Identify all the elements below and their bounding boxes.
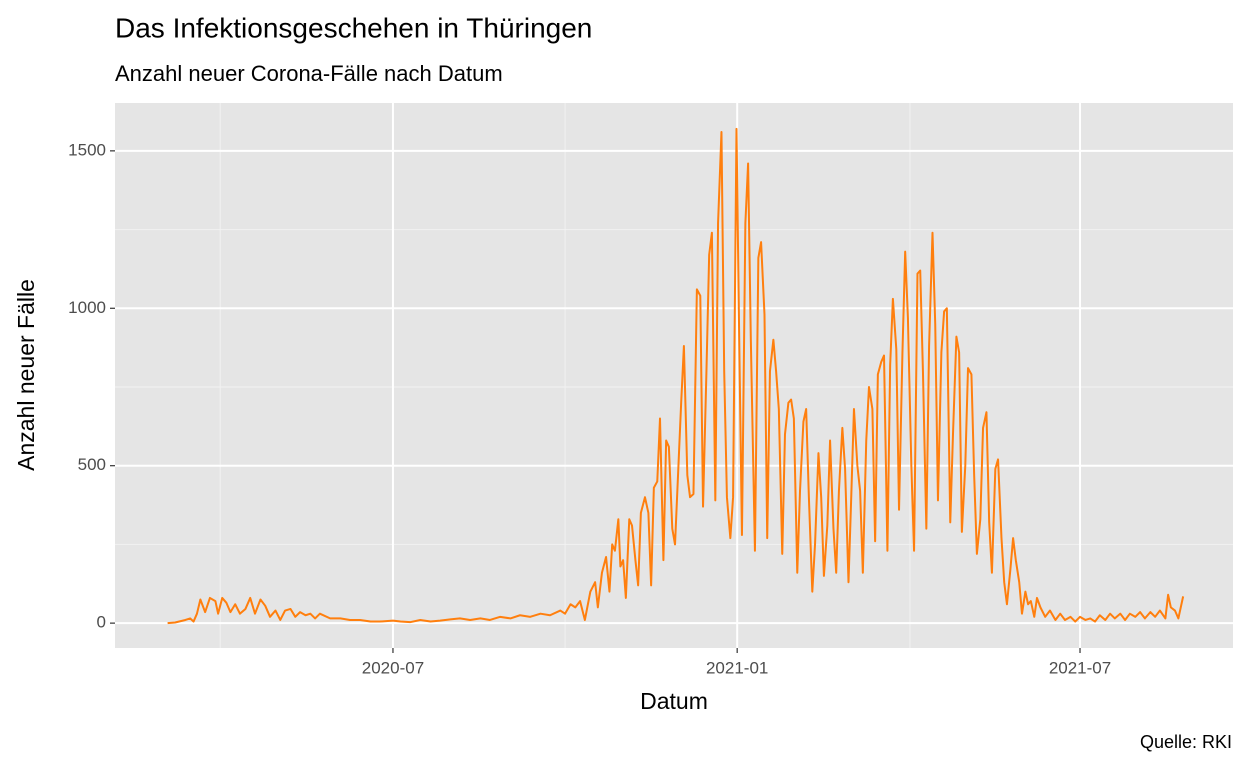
y-tick-label: 1000 bbox=[68, 298, 106, 317]
chart-title: Das Infektionsgeschehen in Thüringen bbox=[115, 12, 592, 43]
x-tick-label: 2021-07 bbox=[1049, 658, 1111, 677]
x-tick-label: 2020-07 bbox=[362, 658, 424, 677]
x-tick-label: 2021-01 bbox=[706, 658, 768, 677]
y-tick-label: 1500 bbox=[68, 140, 106, 159]
chart-subtitle: Anzahl neuer Corona-Fälle nach Datum bbox=[115, 61, 503, 86]
data-line bbox=[167, 127, 1185, 625]
y-tick-label: 0 bbox=[97, 613, 106, 632]
y-tick-label: 500 bbox=[78, 455, 106, 474]
y-axis-title: Anzahl neuer Fälle bbox=[13, 279, 39, 471]
panel bbox=[115, 103, 1233, 648]
caption: Quelle: RKI bbox=[1140, 732, 1232, 752]
x-axis-title: Datum bbox=[640, 688, 708, 714]
